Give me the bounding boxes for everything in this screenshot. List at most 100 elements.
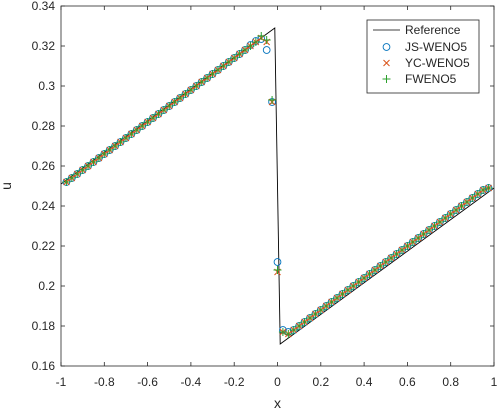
x-axis-label: x [274, 395, 281, 410]
fweno5-point [186, 86, 195, 94]
fweno5-point [224, 58, 233, 66]
fweno5-point [67, 174, 76, 182]
fweno5-point [322, 302, 331, 310]
fweno5-point [192, 82, 201, 90]
y-tick-label: 0.22 [32, 239, 56, 253]
fweno5-point [73, 170, 82, 178]
fweno5-point [343, 286, 352, 294]
js-weno5-point [273, 258, 282, 266]
fweno5-point [425, 226, 434, 234]
fweno5-point [457, 202, 466, 210]
js-weno5-point [262, 46, 271, 54]
fweno5-point [235, 50, 244, 58]
x-tick-label: -0.8 [94, 375, 115, 389]
legend-label-reference: Reference [405, 23, 461, 37]
fweno5-point [387, 254, 396, 262]
fweno5-point [360, 274, 369, 282]
y-axis-label: u [0, 182, 14, 190]
fweno5-point [208, 70, 217, 78]
fweno5-point [414, 234, 423, 242]
fweno5-point [170, 98, 179, 106]
fweno5-point [159, 106, 168, 114]
fweno5-point [403, 242, 412, 250]
y-tick-label: 0.3 [38, 79, 55, 93]
fweno5-point [268, 96, 277, 104]
y-tick-label: 0.34 [32, 0, 56, 13]
fweno5-point [300, 318, 309, 326]
x-tick-label: -0.2 [224, 375, 245, 389]
fweno5-point [149, 114, 158, 122]
fweno5-point [111, 142, 120, 150]
fweno5-point [143, 118, 152, 126]
fweno5-point [94, 154, 103, 162]
fweno5-point [311, 310, 320, 318]
fweno5-point [121, 134, 130, 142]
legend-swatch-js-weno5 [382, 43, 391, 51]
fweno5-point [246, 42, 255, 50]
fweno5-point [89, 158, 98, 166]
fweno5-point [105, 146, 114, 154]
y-tick-label: 0.18 [32, 319, 56, 333]
fweno5-point [278, 328, 287, 336]
fweno5-point [446, 210, 455, 218]
fweno5-point [213, 66, 222, 74]
fweno5-point [430, 222, 439, 230]
legend-swatch-fweno5 [382, 75, 391, 83]
x-tick-label: 0.8 [442, 375, 459, 389]
fweno5-point [230, 54, 239, 62]
fweno5-point [241, 46, 250, 54]
legend-label-js-weno5: JS-WENO5 [405, 40, 467, 54]
y-tick-label: 0.32 [32, 39, 56, 53]
fweno5-point [295, 322, 304, 330]
js-weno5-legend-marker [382, 43, 391, 51]
legend-label-fweno5: FWENO5 [405, 72, 457, 86]
fweno5-point [462, 198, 471, 206]
fweno5-point [284, 330, 293, 338]
markers-layer [62, 32, 493, 338]
fweno5-point [479, 186, 488, 194]
x-tick-label: -0.6 [137, 375, 158, 389]
legend-box [366, 19, 480, 94]
axis-ticks: -1 -0.8 -0.6 -0.4 -0.2 0 0.2 0.4 0.6 0.8 1 0.16 0.18… [32, 0, 498, 389]
legend-swatch-yc-weno5 [383, 59, 390, 67]
x-tick-label: -1 [56, 375, 67, 389]
fweno5-point [435, 218, 444, 226]
fweno5-point [262, 36, 271, 44]
y-tick-label: 0.16 [32, 359, 56, 373]
fweno5-point [78, 166, 87, 174]
fweno5-point [381, 258, 390, 266]
fweno5-point [305, 314, 314, 322]
fweno5-point [165, 102, 174, 110]
fweno5-point [452, 206, 461, 214]
fweno5-point [62, 178, 71, 186]
yc-weno5-legend-marker [383, 59, 390, 67]
fweno5-point [257, 32, 266, 40]
fweno5-point [100, 150, 109, 158]
y-tick-label: 0.24 [32, 199, 56, 213]
axes-frame [60, 5, 495, 367]
fweno5-point [441, 214, 450, 222]
fweno5-point [127, 130, 136, 138]
fweno5-point [370, 266, 379, 274]
y-tick-label: 0.28 [32, 119, 56, 133]
fweno5-point [327, 298, 336, 306]
fweno5-point [181, 90, 190, 98]
fweno5-point [138, 122, 147, 130]
fweno5-point [473, 190, 482, 198]
y-tick-label: 0.26 [32, 159, 56, 173]
fweno5-point [273, 266, 282, 274]
fweno5-point [392, 250, 401, 258]
x-tick-label: 0.4 [356, 375, 373, 389]
fweno5-point [289, 326, 298, 334]
fweno5-point [333, 294, 342, 302]
x-tick-label: -0.4 [181, 375, 202, 389]
fweno5-point [84, 162, 93, 170]
fweno5-point [338, 290, 347, 298]
x-tick-label: 1 [491, 375, 498, 389]
fweno5-point [376, 262, 385, 270]
y-tick-label: 0.2 [38, 279, 55, 293]
fweno5-point [397, 246, 406, 254]
fweno5-point [419, 230, 428, 238]
fweno5-point [365, 270, 374, 278]
